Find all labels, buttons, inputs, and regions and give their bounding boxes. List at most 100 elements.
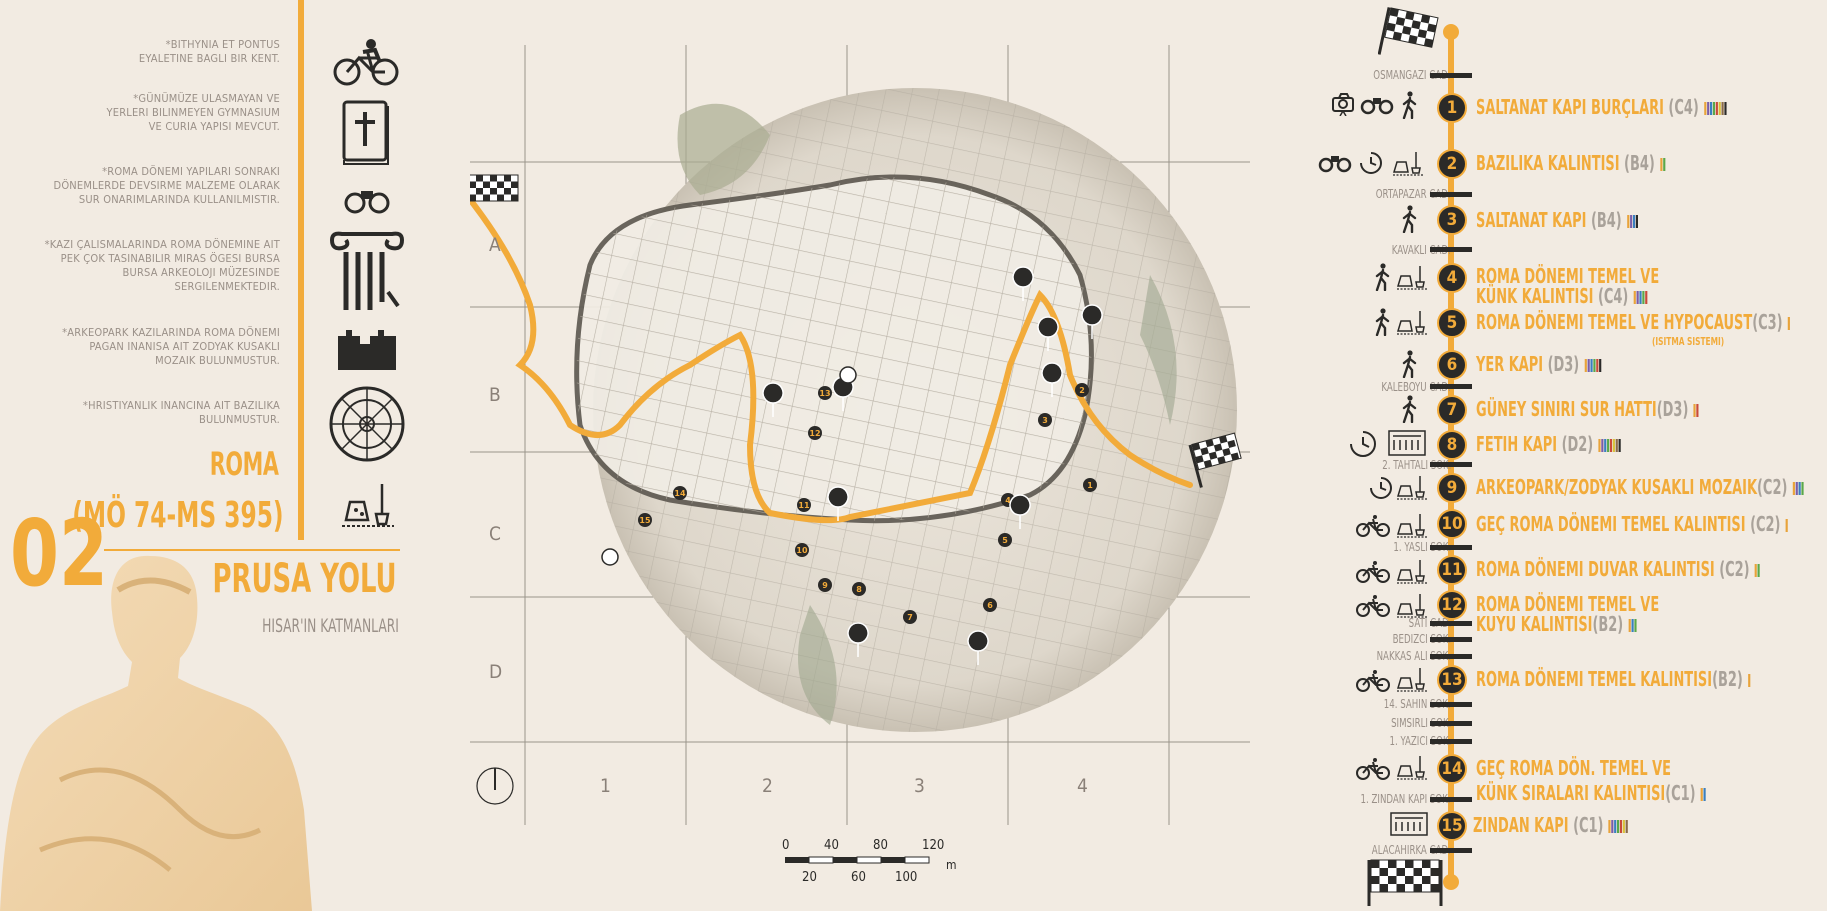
street-name: KALEBOYU CAD. xyxy=(1381,380,1451,394)
street-name: OSMANGAZI CAD. xyxy=(1373,68,1451,82)
castle-wall-icon xyxy=(338,330,396,370)
stop-label-15[interactable]: ZINDAN KAPI (C1) xyxy=(1473,813,1629,837)
stop-marker-6[interactable]: 6 xyxy=(1437,350,1467,380)
stop-name: ZINDAN KAPI xyxy=(1473,813,1569,837)
map-stop-12[interactable]: 12 xyxy=(808,426,822,440)
scale-unit: m xyxy=(946,858,957,872)
map-stop-2[interactable]: 2 xyxy=(1075,383,1089,397)
map-stop-8[interactable]: 8 xyxy=(852,582,866,596)
stop-label-12b[interactable]: KUYU KALINTISI(B2) xyxy=(1476,614,1637,634)
category-swatches xyxy=(1754,557,1760,581)
map-stop-15[interactable]: 15 xyxy=(638,513,652,527)
scale-label-40: 40 xyxy=(824,838,839,853)
map-stop-13[interactable]: 13 xyxy=(818,386,832,400)
map-stop-3[interactable]: 3 xyxy=(1038,413,1052,427)
stop-label-14b[interactable]: KÜNK SIRALARI KALINTISI(C1) xyxy=(1476,783,1706,803)
stop-marker-12[interactable]: 12 xyxy=(1437,590,1467,620)
map-stop-7[interactable]: 7 xyxy=(903,610,917,624)
stop-marker-13[interactable]: 13 xyxy=(1437,665,1467,695)
stop-label-4[interactable]: ROMA DÖNEMI TEMEL VE xyxy=(1476,266,1659,286)
stop-name: ARKEOPARK/ZODYAK KUSAKLI MOZAIK xyxy=(1476,475,1758,499)
category-swatches xyxy=(1584,352,1602,376)
category-swatches xyxy=(1747,667,1751,691)
stop-cell: (C1) xyxy=(1665,781,1696,805)
excavation-icon xyxy=(1396,560,1427,584)
note-3: *ROMA DÖNEMI YAPILARI SONRAKI DÖNEMLERDE… xyxy=(53,165,280,206)
stop-marker-1[interactable]: 1 xyxy=(1437,93,1467,123)
stop-marker-10[interactable]: 10 xyxy=(1437,509,1467,539)
stop-label-11[interactable]: ROMA DÖNEMI DUVAR KALINTISI (C2) xyxy=(1476,559,1760,579)
stop-cell: (C2) xyxy=(1750,512,1781,536)
restaurant-pin-icon xyxy=(1012,266,1034,302)
category-swatches xyxy=(1703,95,1727,119)
stop-label-10[interactable]: GEÇ ROMA DÖNEMI TEMEL KALINTISI (C2) xyxy=(1476,514,1788,534)
stop-cell: (C1) xyxy=(1573,813,1604,837)
stop-marker-8[interactable]: 8 xyxy=(1437,430,1467,460)
wc-pin-icon xyxy=(1041,362,1063,398)
bicycle-icon xyxy=(1356,670,1390,692)
walking-icon xyxy=(1402,91,1417,119)
stop-label-14[interactable]: GEÇ ROMA DÖN. TEMEL VE xyxy=(1476,758,1671,778)
stop-marker-7[interactable]: 7 xyxy=(1437,395,1467,425)
stop-marker-11[interactable]: 11 xyxy=(1437,555,1467,585)
category-swatches xyxy=(1792,475,1804,499)
map-stop-11[interactable]: 11 xyxy=(797,498,811,512)
era-name: ROMA xyxy=(210,445,279,483)
stop-label-3[interactable]: SALTANAT KAPI (B4) xyxy=(1476,210,1638,230)
stop-marker-3[interactable]: 3 xyxy=(1437,205,1467,235)
stop-name: YER KAPI xyxy=(1476,352,1544,376)
stop-marker-5[interactable]: 5 xyxy=(1437,308,1467,338)
street-tick xyxy=(1430,654,1472,659)
stop-label-12[interactable]: ROMA DÖNEMI TEMEL VE xyxy=(1476,594,1659,614)
svg-text:7: 7 xyxy=(907,613,913,622)
grid-row-d: D xyxy=(489,661,503,683)
binoculars-icon xyxy=(344,191,390,214)
stop-name: ROMA DÖNEMI TEMEL VE HYPOCAUST xyxy=(1476,310,1753,334)
svg-text:12: 12 xyxy=(809,429,820,438)
ionic-column-icon xyxy=(330,231,405,310)
stop-label-2[interactable]: BAZILIKA KALINTISI (B4) xyxy=(1476,151,1666,175)
stop-label-4b[interactable]: KÜNK KALINTISI (C4) xyxy=(1476,284,1648,308)
museum-icon xyxy=(1388,430,1426,456)
street-name: 14. SAHIN SOK. xyxy=(1384,697,1451,711)
stop-name: FETIH KAPI xyxy=(1476,432,1558,456)
map-stop-6[interactable]: 6 xyxy=(983,598,997,612)
excavation-icon xyxy=(1396,594,1427,618)
stop-label-1[interactable]: SALTANAT KAPI BURÇLARI (C4) xyxy=(1476,95,1727,119)
walking-icon xyxy=(1375,308,1390,336)
stop-label-13[interactable]: ROMA DÖNEMI TEMEL KALINTISI(B2) xyxy=(1476,667,1751,691)
scale-label-20: 20 xyxy=(802,870,817,885)
stop-marker-9[interactable]: 9 xyxy=(1437,473,1467,503)
grid-row-c: C xyxy=(489,523,501,545)
map-stop-1[interactable]: 1 xyxy=(1083,478,1097,492)
street-tick xyxy=(1430,192,1472,197)
stop-label-8[interactable]: FETIH KAPI (D2) xyxy=(1476,434,1621,454)
stop-name: KÜNK KALINTISI xyxy=(1476,284,1594,308)
museum-icon xyxy=(1390,812,1428,836)
stop-label-6[interactable]: YER KAPI (D3) xyxy=(1476,352,1602,376)
map-stop-5[interactable]: 5 xyxy=(998,533,1012,547)
svg-text:8: 8 xyxy=(856,585,862,594)
map-stop-14[interactable]: 14 xyxy=(673,486,687,500)
street-name: 1. YASLI SOK. xyxy=(1393,540,1451,554)
street-tick xyxy=(1430,797,1472,802)
city-map: 1 2 3 4 5 6 7 8 9 10 11 12 13 14 15 xyxy=(470,45,1250,825)
map-stop-9[interactable]: 9 xyxy=(818,578,832,592)
era-years: (MÖ 74-MS 395) xyxy=(72,495,284,536)
street-name: ALACAHIRKA CAD. xyxy=(1371,843,1451,857)
svg-text:10: 10 xyxy=(796,546,808,555)
stop-marker-15[interactable]: 15 xyxy=(1437,811,1467,841)
zodiac-mosaic-icon xyxy=(329,386,405,462)
street-tick xyxy=(1430,721,1472,726)
map-stop-10[interactable]: 10 xyxy=(795,543,809,557)
stop-marker-2[interactable]: 2 xyxy=(1437,149,1467,179)
street-tick xyxy=(1430,702,1472,707)
stop-label-9[interactable]: ARKEOPARK/ZODYAK KUSAKLI MOZAIK(C2) xyxy=(1476,475,1804,499)
stop-label-5[interactable]: ROMA DÖNEMI TEMEL VE HYPOCAUST(C3) xyxy=(1476,312,1790,332)
stop-label-7[interactable]: GÜNEY SINIRI SUR HATTI(D3) xyxy=(1476,399,1699,419)
stop-marker-4[interactable]: 4 xyxy=(1437,263,1467,293)
stop-marker-14[interactable]: 14 xyxy=(1437,754,1467,784)
walking-icon xyxy=(1402,350,1417,378)
parking-pin-icon xyxy=(601,548,619,566)
category-swatches xyxy=(1659,151,1666,175)
